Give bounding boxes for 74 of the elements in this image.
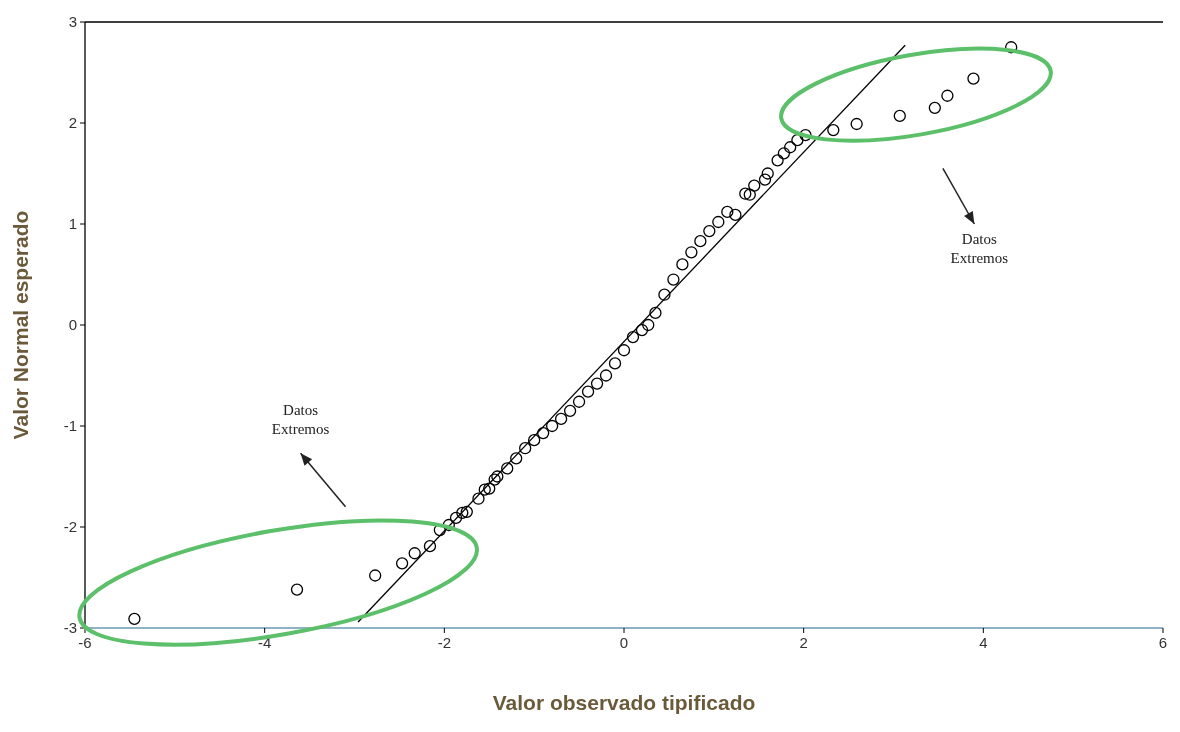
point [791, 134, 804, 147]
x-tick-label: 4 [979, 634, 988, 651]
point [703, 224, 716, 238]
point [799, 128, 812, 142]
point [850, 117, 863, 131]
point [472, 492, 485, 505]
point [941, 89, 954, 102]
point [635, 323, 649, 337]
point [528, 433, 541, 447]
point [827, 123, 840, 137]
point [478, 483, 491, 496]
point [694, 235, 707, 248]
point [729, 208, 742, 222]
point [581, 385, 595, 398]
point [545, 419, 559, 433]
point [658, 288, 671, 301]
y-tick-label: -3 [63, 619, 77, 636]
point [784, 141, 797, 154]
point [510, 452, 523, 465]
point [761, 167, 774, 180]
point [456, 506, 469, 520]
x-tick-label: 2 [799, 634, 808, 651]
point [721, 205, 734, 219]
point [771, 154, 784, 167]
point [685, 246, 698, 259]
x-tick-label: 0 [619, 634, 629, 651]
point [423, 540, 437, 553]
point [739, 187, 752, 200]
y-tick-label: 2 [68, 114, 77, 131]
point [290, 583, 304, 596]
point [408, 547, 421, 560]
x-tick-label: -6 [78, 634, 92, 651]
point [617, 344, 631, 357]
y-tick-label: 1 [68, 215, 77, 232]
y-tick-label: -2 [63, 518, 77, 535]
point [369, 569, 382, 582]
point [649, 306, 662, 320]
y-tick-label: 0 [68, 316, 77, 333]
annotation: Datos Extremos [950, 231, 1009, 266]
x-axis-title: Valor observado tipificado [492, 691, 756, 714]
x-tick-label: -4 [257, 634, 272, 651]
y-axis-title: Valor Normal esperado [9, 210, 32, 440]
point [626, 330, 640, 344]
point [712, 215, 725, 229]
point [777, 147, 791, 160]
point [442, 518, 455, 532]
annotation: Datos Extremos [271, 402, 330, 438]
point [743, 188, 756, 201]
x-tick-label: -2 [437, 634, 452, 651]
point [449, 511, 463, 525]
y-tick-label: -1 [63, 417, 77, 434]
point [608, 357, 622, 370]
point [676, 258, 689, 271]
point [758, 173, 772, 186]
point [572, 395, 586, 408]
point [642, 318, 655, 332]
point [563, 404, 577, 417]
y-tick-label: 3 [68, 13, 77, 30]
point [519, 442, 532, 455]
point [501, 462, 514, 475]
point [460, 505, 473, 518]
point [667, 273, 680, 286]
point [590, 377, 604, 390]
point [554, 412, 568, 426]
point [599, 369, 613, 382]
point [483, 482, 496, 495]
point [395, 557, 409, 570]
point [128, 612, 141, 626]
point [928, 101, 941, 114]
point [537, 426, 550, 440]
x-tick-label: 6 [1158, 634, 1168, 651]
point [893, 109, 906, 123]
point [967, 72, 980, 85]
point [748, 179, 761, 192]
